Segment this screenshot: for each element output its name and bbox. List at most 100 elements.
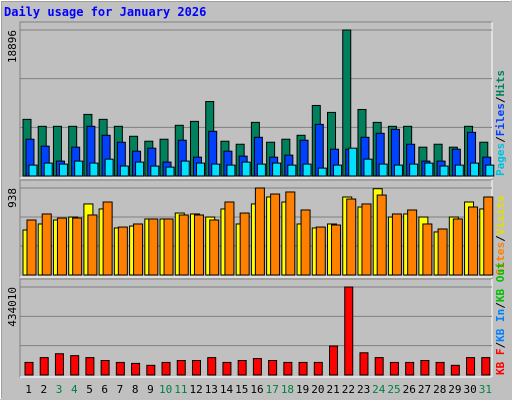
bar [193,214,204,276]
x-tick-label: 14 [220,383,234,396]
bar [359,352,369,376]
y-tick-label: 434010 [6,287,19,327]
x-tick-label: 17 [266,383,279,396]
bar [148,218,159,276]
chart-title: Daily usage for January 2026 [4,5,206,19]
x-tick-label: 20 [311,383,324,396]
bar [481,357,491,376]
x-tick-label: 27 [418,383,431,396]
legend-label: KB Out [494,262,507,302]
bar [54,353,64,376]
bar [237,360,247,376]
legend-label: Sites [494,242,507,275]
bar [346,198,357,276]
bar [450,364,460,376]
legend-label: Visits [494,196,507,236]
legend-label: Pages [494,143,507,176]
bar [344,286,354,376]
bar [376,194,387,276]
bar [239,212,250,276]
x-tick-label: 22 [342,383,355,396]
bar [439,165,449,177]
bar [72,217,83,276]
bar [268,360,278,376]
bar [313,361,323,376]
x-tick-label: 24 [372,383,386,396]
bar [348,147,358,177]
x-tick-label: 18 [281,383,294,396]
bar [222,361,232,376]
bar [87,214,98,276]
x-tick-label: 4 [71,383,78,396]
x-tick-label: 5 [86,383,93,396]
bar [333,164,343,177]
legend-label: / [494,136,507,143]
bar [270,193,281,276]
x-tick-label: 2 [41,383,48,396]
x-tick-label: 10 [159,383,172,396]
bar [133,223,144,276]
x-tick-label: 25 [387,383,400,396]
legend-label: / [494,235,507,242]
bar [470,162,480,177]
bar [300,209,311,276]
x-tick-label: 19 [296,383,309,396]
bar [393,164,403,177]
bar [28,164,38,177]
x-tick-label: 31 [479,383,492,396]
bar [211,163,221,177]
x-tick-label: 15 [235,383,248,396]
x-tick-label: 28 [433,383,446,396]
bar [178,214,189,276]
bar [209,219,220,276]
x-tick-label: 3 [56,383,63,396]
bar [298,361,308,376]
legend-label: Files [494,103,507,136]
bar [180,160,190,177]
x-tick-label: 29 [448,383,461,396]
legend-label: / [494,302,507,309]
bar [389,361,399,376]
bar [43,162,53,177]
bar [466,357,476,376]
x-tick-label: 7 [117,383,124,396]
bar [119,165,129,177]
legend-label: KB F [494,349,507,376]
bar [256,163,266,177]
bar [374,357,384,376]
bar [131,362,141,376]
bar [361,203,372,276]
bar [85,357,95,376]
bar [195,162,205,177]
legend: Pages/Files/Hits [494,70,507,176]
bar [405,361,415,376]
bar [424,162,434,177]
bar [39,357,49,376]
x-tick-label: 11 [174,383,187,396]
bar [207,357,217,376]
bar [407,209,418,276]
bar [287,164,297,177]
bar [435,361,445,376]
bar [176,360,186,376]
bar [117,226,128,276]
bar [452,218,463,276]
bar [331,224,342,276]
x-tick-label: 8 [132,383,139,396]
bar [146,364,156,376]
x-tick-label: 23 [357,383,370,396]
bar [70,355,80,376]
legend-label: KB In [494,309,507,342]
bar [89,162,99,177]
legend: Sites/Visits [494,196,507,276]
x-tick-label: 16 [250,383,263,396]
bar [241,161,251,177]
legend-label: Hits [494,70,507,97]
bar [409,163,419,177]
bar [150,165,160,177]
bar [165,166,175,177]
bar [485,164,495,177]
bar [26,219,37,276]
